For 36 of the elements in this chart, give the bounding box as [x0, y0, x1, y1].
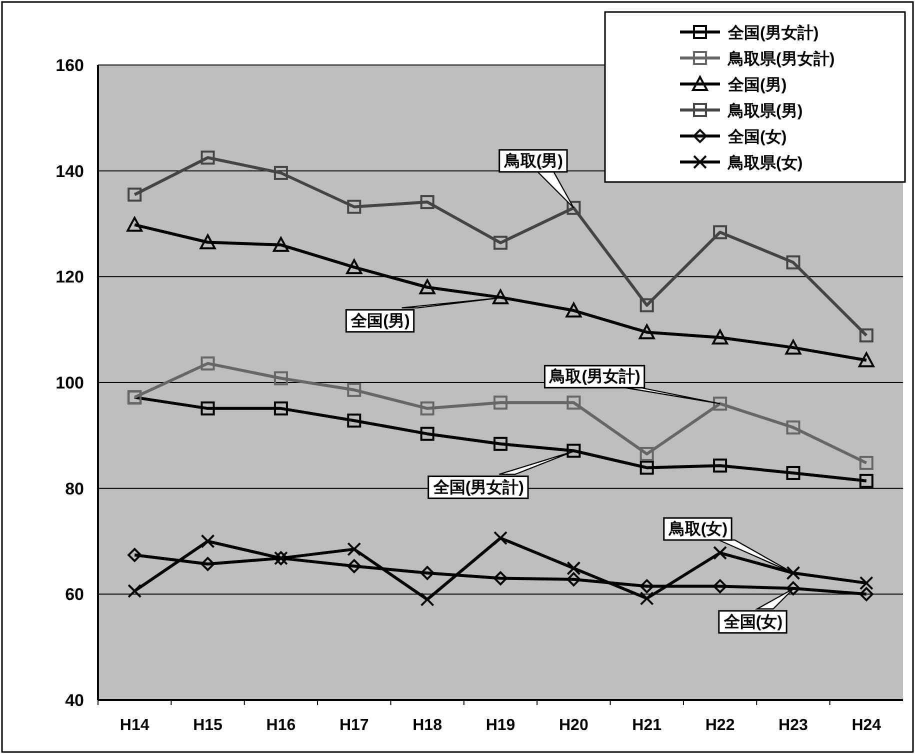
y-tick-label: 160: [56, 56, 84, 75]
callout: 全国(女): [718, 588, 794, 634]
callout: 鳥取(女): [663, 517, 794, 574]
annotation: 全国(女): [722, 612, 783, 631]
legend-label: 全国(男女計): [727, 24, 819, 42]
y-tick-label: 40: [65, 691, 84, 710]
y-tick-label: 120: [56, 268, 84, 287]
legend-label: 全国(男): [727, 76, 787, 94]
annotation: 鳥取(女): [668, 520, 728, 538]
x-tick-label: H22: [705, 717, 735, 734]
x-tick-label: H20: [559, 717, 588, 734]
y-tick-label: 80: [65, 479, 84, 498]
callout: 全国(男): [345, 297, 502, 333]
callout: 鳥取(男女計): [544, 364, 721, 404]
x-tick-label: H17: [339, 717, 369, 734]
x-tick-label: H16: [266, 717, 296, 734]
x-tick-label: H21: [632, 717, 662, 734]
y-tick-label: 60: [65, 585, 84, 604]
legend-label: 全国(女): [727, 128, 787, 146]
x-tick-label: H15: [193, 717, 223, 734]
legend-label: 鳥取県(男): [727, 102, 803, 120]
x-tick-label: H24: [852, 717, 882, 734]
y-tick-label: 100: [56, 374, 84, 392]
legend-label: 鳥取県(男女計): [727, 50, 835, 68]
annotation: 鳥取(男): [503, 152, 564, 170]
x-tick-label: H18: [412, 717, 442, 734]
annotation: 全国(男女計): [432, 478, 524, 496]
y-tick-label: 140: [56, 162, 84, 181]
x-tick-label: H14: [120, 717, 150, 734]
annotation: 全国(男): [350, 312, 410, 330]
legend-label: 鳥取県(女): [727, 154, 803, 172]
annotation: 鳥取(男女計): [548, 368, 640, 386]
x-tick-label: H19: [486, 717, 516, 734]
callout: 全国(男女計): [428, 450, 574, 500]
callout: 鳥取(男): [498, 149, 574, 208]
x-tick-label: H23: [778, 717, 808, 734]
